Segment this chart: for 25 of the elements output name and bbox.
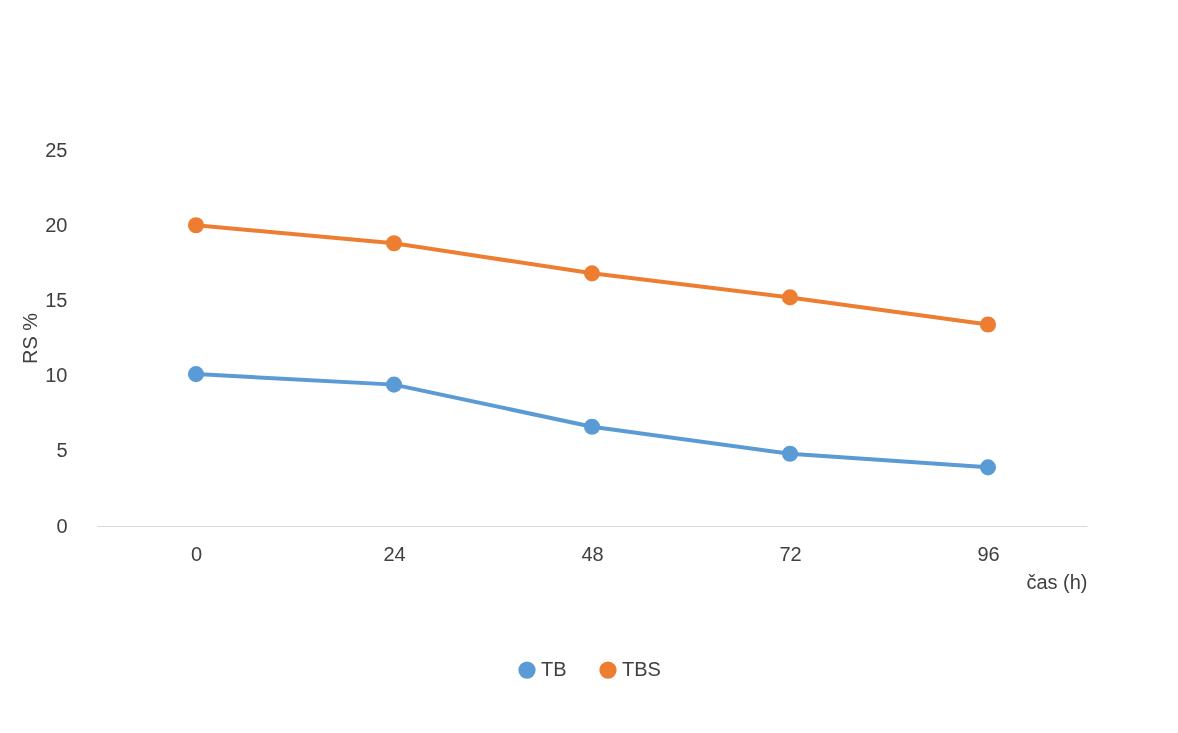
point: [187, 217, 205, 234]
point: [187, 366, 205, 383]
y-axis-title: RS %: [19, 312, 42, 365]
y-tick-label: 5: [56, 439, 68, 462]
x-tick-label: 24: [383, 542, 406, 565]
point: [583, 265, 601, 282]
point: [583, 418, 601, 435]
x-tick-label: 96: [977, 542, 1000, 565]
point: [979, 459, 997, 476]
point: [385, 235, 403, 252]
y-tick-label: 0: [56, 514, 68, 537]
point: [781, 289, 799, 306]
y-tick-label: 25: [45, 138, 68, 161]
x-tick-label: 48: [581, 542, 604, 565]
point: [979, 316, 997, 333]
legend-label: TBS: [622, 658, 661, 681]
point: [385, 376, 403, 393]
point: [781, 445, 799, 462]
y-tick-label: 15: [45, 288, 68, 311]
x-axis-title: čas (h): [1026, 570, 1088, 593]
y-tick-label: 10: [45, 364, 68, 387]
legend-label: TB: [541, 658, 567, 681]
x-tick-label: 72: [779, 542, 802, 565]
y-tick-label: 20: [45, 213, 68, 236]
x-tick-label: 0: [190, 542, 203, 565]
